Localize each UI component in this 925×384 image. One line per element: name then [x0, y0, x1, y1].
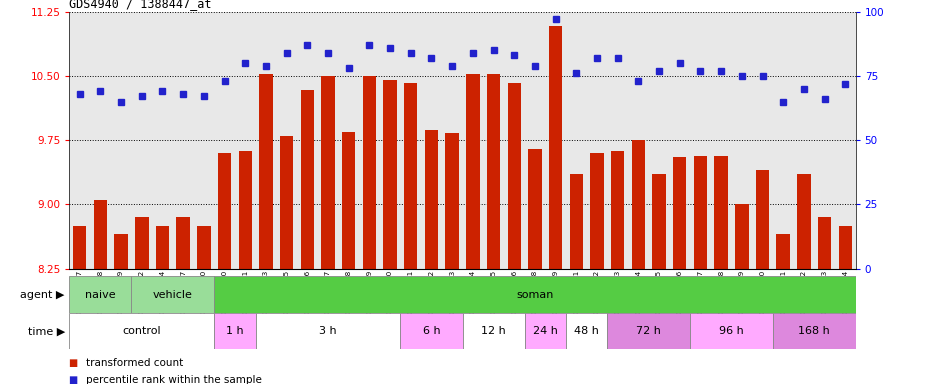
Text: 96 h: 96 h: [719, 326, 744, 336]
Text: agent ▶: agent ▶: [20, 290, 65, 300]
Bar: [446, 133, 459, 269]
Text: 12 h: 12 h: [481, 326, 506, 336]
Bar: [93, 200, 107, 269]
Bar: [735, 205, 748, 269]
Bar: [342, 132, 355, 269]
Bar: [714, 156, 728, 269]
Bar: [632, 140, 645, 269]
Bar: [566, 313, 608, 349]
Text: 168 h: 168 h: [798, 326, 830, 336]
Bar: [756, 170, 770, 269]
Bar: [610, 151, 624, 269]
Bar: [69, 276, 131, 313]
Bar: [487, 74, 500, 269]
Text: 3 h: 3 h: [319, 326, 337, 336]
Bar: [155, 226, 169, 269]
Bar: [690, 313, 773, 349]
Bar: [524, 313, 566, 349]
Bar: [363, 76, 376, 269]
Text: ■: ■: [69, 358, 81, 368]
Text: naive: naive: [85, 290, 116, 300]
Bar: [570, 174, 583, 269]
Bar: [280, 136, 293, 269]
Text: 48 h: 48 h: [574, 326, 599, 336]
Bar: [425, 130, 438, 269]
Bar: [215, 276, 856, 313]
Bar: [131, 276, 215, 313]
Text: GDS4940 / 1388447_at: GDS4940 / 1388447_at: [69, 0, 212, 10]
Bar: [673, 157, 686, 269]
Bar: [590, 153, 604, 269]
Bar: [839, 226, 852, 269]
Bar: [776, 235, 790, 269]
Bar: [177, 217, 190, 269]
Text: 1 h: 1 h: [226, 326, 243, 336]
Bar: [217, 153, 231, 269]
Bar: [239, 151, 252, 269]
Bar: [401, 313, 462, 349]
Bar: [528, 149, 542, 269]
Bar: [508, 83, 521, 269]
Bar: [321, 76, 335, 269]
Text: 24 h: 24 h: [533, 326, 558, 336]
Bar: [818, 217, 832, 269]
Bar: [383, 80, 397, 269]
Bar: [73, 226, 86, 269]
Text: ■: ■: [69, 375, 81, 384]
Bar: [404, 83, 417, 269]
Text: percentile rank within the sample: percentile rank within the sample: [86, 375, 262, 384]
Text: time ▶: time ▶: [28, 326, 65, 336]
Text: 6 h: 6 h: [423, 326, 440, 336]
Text: transformed count: transformed count: [86, 358, 183, 368]
Text: vehicle: vehicle: [153, 290, 192, 300]
Bar: [301, 90, 314, 269]
Bar: [466, 74, 479, 269]
Bar: [115, 235, 128, 269]
Text: soman: soman: [516, 290, 553, 300]
Bar: [608, 313, 690, 349]
Bar: [215, 313, 255, 349]
Bar: [773, 313, 856, 349]
Bar: [694, 156, 708, 269]
Bar: [135, 217, 149, 269]
Bar: [797, 174, 810, 269]
Text: 72 h: 72 h: [636, 326, 661, 336]
Bar: [259, 74, 273, 269]
Bar: [549, 26, 562, 269]
Bar: [652, 174, 666, 269]
Bar: [255, 313, 401, 349]
Bar: [197, 226, 211, 269]
Text: control: control: [122, 326, 161, 336]
Bar: [69, 313, 215, 349]
Bar: [462, 313, 524, 349]
